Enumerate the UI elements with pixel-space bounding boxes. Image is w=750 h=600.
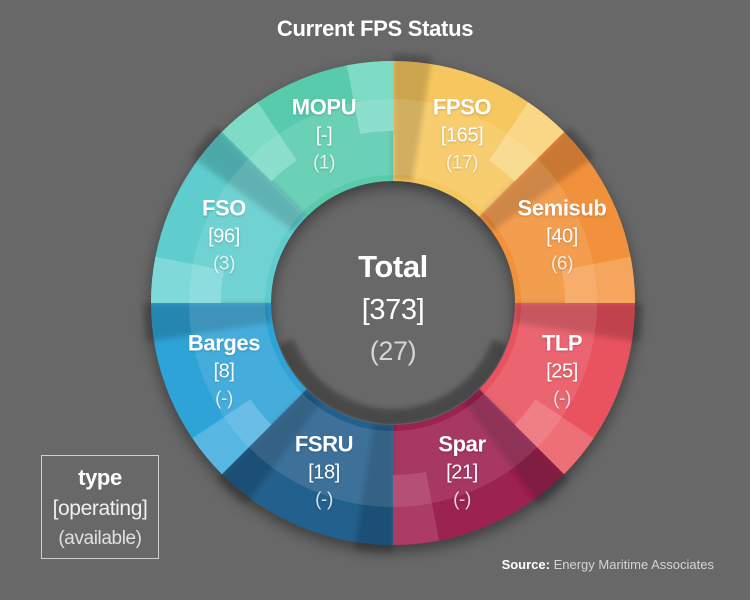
segment-name: MOPU (291, 94, 357, 120)
page-title: Current FPS Status (276, 16, 474, 41)
segment-label-fsru: FSRU [18] (-) (294, 431, 354, 514)
gloss-band (189, 99, 597, 507)
segment-label-mopu: MOPU [-] (1) (291, 94, 357, 177)
source-label: Source: (501, 557, 550, 572)
segment-operating: [21] (446, 461, 478, 484)
segment-name: Barges (187, 330, 261, 356)
legend-operating-label: [operating] (52, 496, 148, 520)
segment-label-semisub: Semisub [40] (6) (518, 195, 607, 278)
segment-operating: [40] (546, 225, 578, 248)
segment-available: (-) (453, 489, 471, 511)
segment-available: (3) (212, 253, 236, 275)
segment-label-spar: Spar [21] (-) (438, 431, 486, 514)
inner-hole-shadow (278, 339, 508, 424)
segment-operating: [8] (213, 360, 235, 383)
legend-box: type [operating] (available) (41, 455, 159, 559)
segment-operating: [18] (308, 461, 340, 484)
chart-center-total: Total [373] (27) (358, 245, 428, 371)
segment-operating: [96] (208, 225, 240, 248)
segment-available: (6) (550, 253, 574, 275)
segment-operating: [25] (546, 360, 578, 383)
segment-available: (17) (445, 152, 479, 174)
segment-label-tlp: TLP [25] (-) (541, 330, 583, 413)
segment-available: (-) (215, 388, 233, 410)
legend-available-label: (available) (58, 527, 142, 549)
total-available: (27) (369, 336, 417, 366)
source-text: Energy Maritime Associates (553, 557, 714, 572)
total-label: Total (358, 249, 428, 284)
segment-name: FPSO (432, 94, 492, 120)
segment-label-barges: Barges [8] (-) (187, 330, 261, 413)
segment-available: (1) (312, 152, 336, 174)
segment-name: TLP (541, 330, 583, 356)
segment-name: FSO (201, 195, 247, 221)
segment-operating: [-] (315, 124, 333, 147)
segment-operating: [165] (440, 124, 484, 147)
segment-available: (-) (315, 489, 333, 511)
segment-name: Semisub (517, 195, 607, 221)
segment-name: Spar (438, 431, 486, 457)
source-attribution: Source: Energy Maritime Associates (502, 557, 714, 572)
total-operating: [373] (361, 294, 425, 326)
legend-type-label: type (78, 464, 122, 490)
segment-name: FSRU (294, 431, 354, 457)
segment-available: (-) (553, 388, 571, 410)
segment-label-fpso: FPSO [165] (17) (432, 94, 492, 177)
segment-label-fso: FSO [96] (3) (202, 195, 246, 278)
